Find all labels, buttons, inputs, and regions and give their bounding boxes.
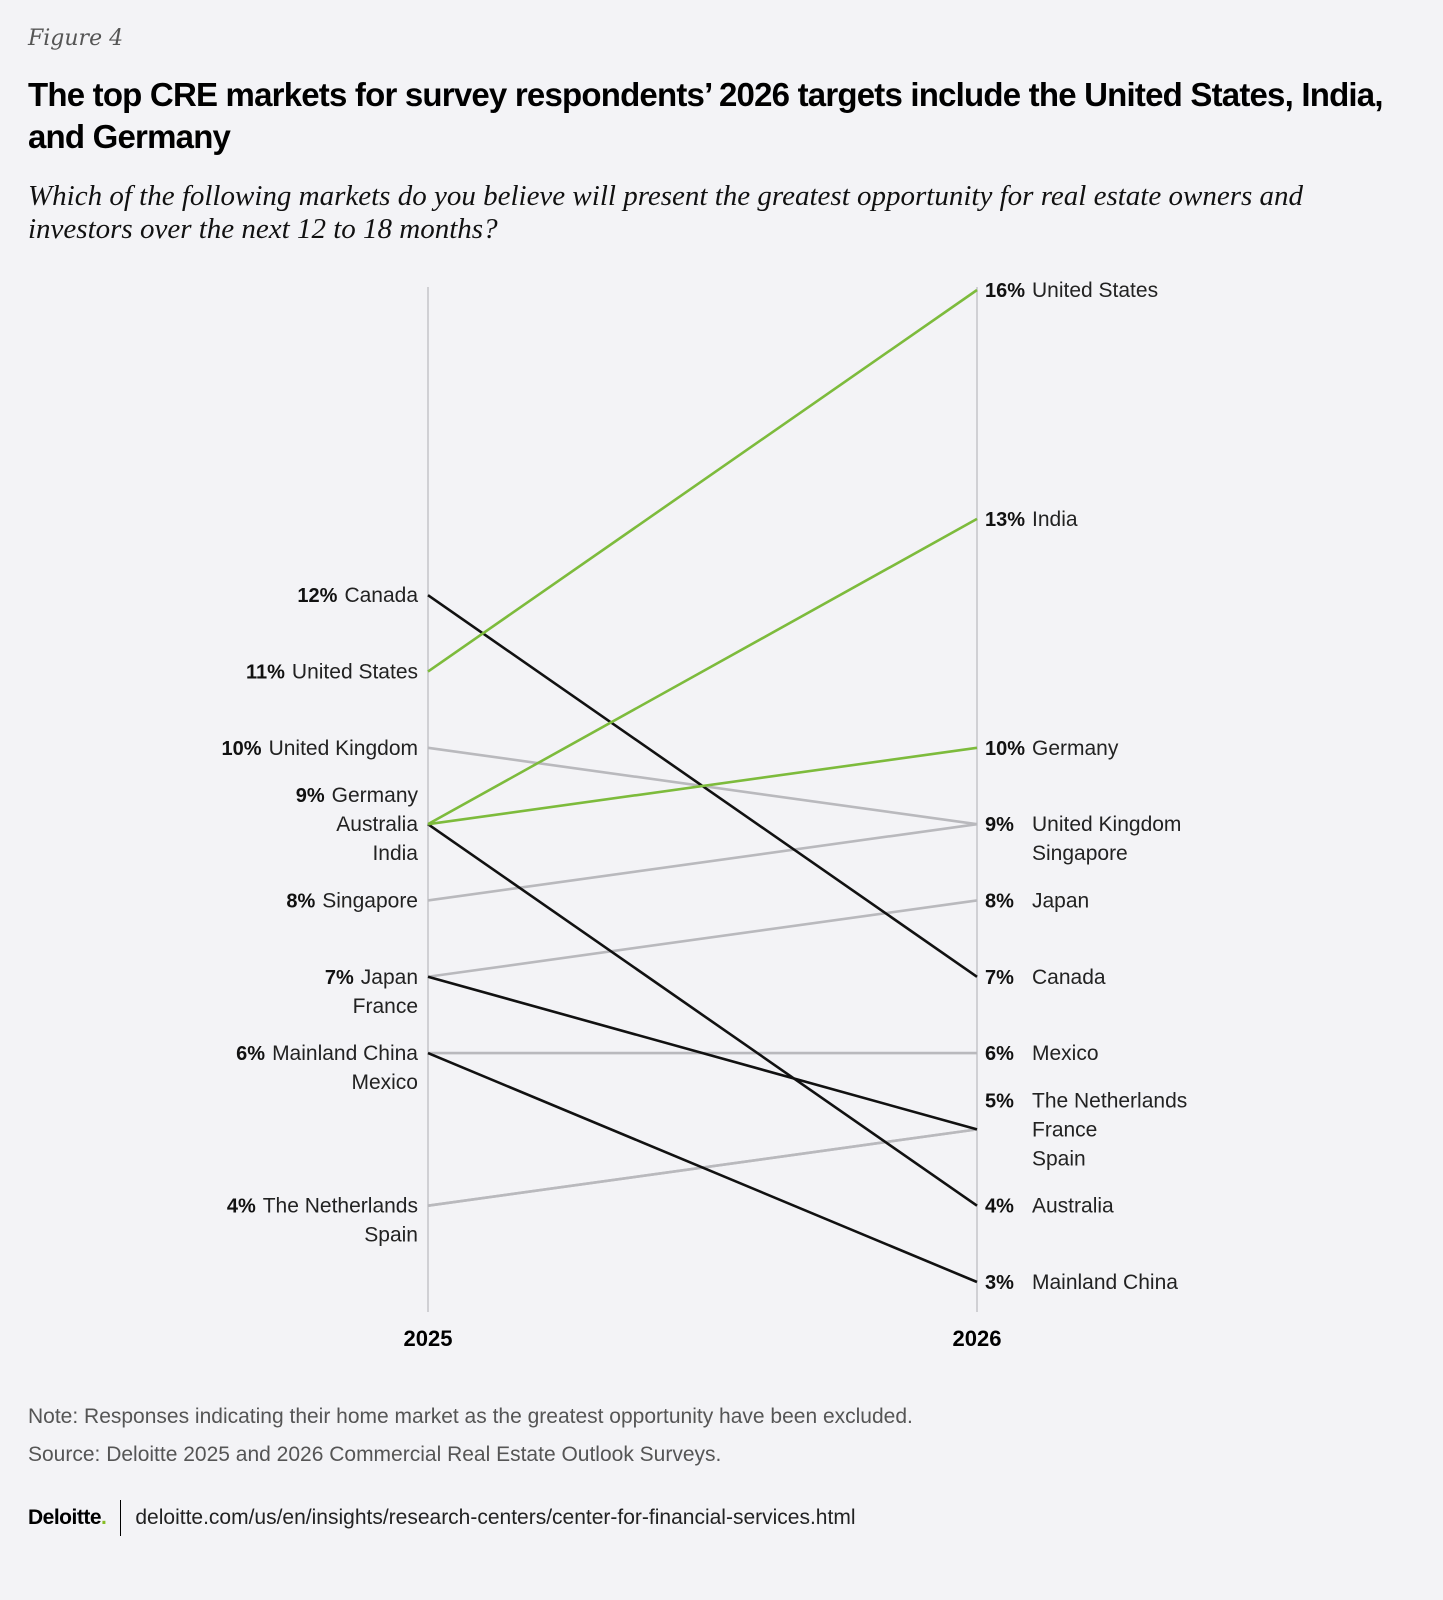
source-text: Source: Deloitte 2025 and 2026 Commercia…	[28, 1443, 722, 1466]
value-label: 7%	[985, 967, 1014, 989]
data-label: United States	[1032, 279, 1158, 302]
value-label: 6%	[236, 1043, 265, 1065]
data-label: Germany	[1032, 737, 1119, 760]
value-label: 3%	[985, 1272, 1014, 1294]
value-label: 13%	[985, 509, 1025, 531]
series-line-australia	[427, 823, 978, 1207]
data-label: Canada	[344, 584, 418, 607]
note-text: Note: Responses indicating their home ma…	[28, 1405, 913, 1428]
footer-url[interactable]: deloitte.com/us/en/insights/research-cen…	[135, 1506, 856, 1529]
series-line-germany	[427, 746, 978, 826]
value-label: 9%	[985, 814, 1014, 836]
data-label: Mainland China	[1032, 1271, 1178, 1294]
value-label: 5%	[985, 1090, 1014, 1112]
data-label: Singapore	[322, 889, 418, 912]
data-label: United States	[292, 661, 418, 684]
figure-label: Figure 4	[28, 26, 124, 51]
series-line-singapore	[427, 822, 978, 902]
value-label: 10%	[222, 738, 262, 760]
data-label: Mexico	[1032, 1042, 1099, 1065]
series-line-france	[427, 975, 978, 1131]
series-line-mainland-china	[427, 1051, 978, 1284]
data-label: Spain	[364, 1224, 418, 1247]
value-label: 9%	[296, 785, 325, 807]
value-label: 16%	[985, 280, 1025, 302]
data-label: France	[1032, 1118, 1097, 1141]
footer-divider	[120, 1500, 122, 1536]
series-line-japan	[427, 899, 978, 979]
data-label: United Kingdom	[269, 737, 418, 760]
data-label: Australia	[336, 813, 418, 836]
data-label: India	[372, 842, 418, 865]
data-label: Canada	[1032, 966, 1106, 989]
data-label: The Netherlands	[1032, 1089, 1187, 1112]
value-label: 8%	[286, 890, 315, 912]
data-label: Spain	[1032, 1147, 1086, 1170]
data-label: Japan	[1032, 889, 1089, 912]
value-label: 12%	[297, 585, 337, 607]
data-label: Japan	[361, 966, 418, 989]
data-label: India	[1032, 508, 1078, 531]
data-label: Singapore	[1032, 842, 1128, 865]
deloitte-logo: Deloitte.	[28, 1506, 107, 1529]
data-label: Germany	[332, 784, 419, 807]
value-label: 4%	[985, 1196, 1014, 1218]
value-label: 6%	[985, 1043, 1014, 1065]
value-label: 10%	[985, 738, 1025, 760]
data-label: Mexico	[351, 1071, 418, 1094]
data-label: United Kingdom	[1032, 813, 1181, 836]
footer: Deloitte. deloitte.com/us/en/insights/re…	[28, 1500, 855, 1536]
data-label: Australia	[1032, 1195, 1114, 1218]
data-label: France	[353, 995, 418, 1018]
data-label: The Netherlands	[263, 1195, 418, 1218]
value-label: 8%	[985, 890, 1014, 912]
value-label: 7%	[325, 967, 354, 989]
x-tick-label: 2025	[404, 1326, 453, 1351]
series-line-united-states	[427, 288, 978, 673]
x-tick-label: 2026	[953, 1326, 1002, 1351]
data-label: Mainland China	[272, 1042, 418, 1065]
chart-title: The top CRE markets for survey responden…	[28, 76, 1384, 155]
value-label: 4%	[227, 1196, 256, 1218]
series-line-india	[427, 517, 978, 826]
chart-subtitle: Which of the following markets do you be…	[28, 180, 1304, 245]
value-label: 11%	[246, 662, 285, 684]
